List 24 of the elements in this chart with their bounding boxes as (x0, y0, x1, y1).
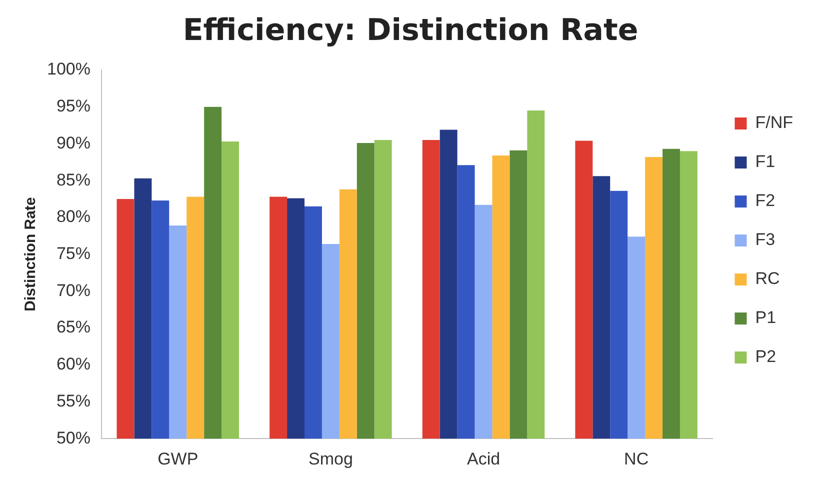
y-tick-label: 70% (56, 280, 90, 300)
y-tick-label: 50% (56, 428, 90, 448)
y-tick-label: 80% (56, 207, 90, 226)
y-axis-title: Distinction Rate (22, 197, 40, 312)
x-tick-label: GWP (158, 449, 198, 468)
y-tick-label: 55% (56, 391, 90, 410)
legend-label: P1 (755, 308, 776, 328)
y-tick-label: 90% (56, 133, 90, 152)
y-tick-label: 95% (56, 96, 90, 116)
y-tick-label: 65% (56, 318, 90, 337)
legend-label: F1 (755, 152, 776, 172)
y-tick-label: 100% (46, 60, 90, 79)
y-tick-label: 85% (56, 170, 90, 190)
legend-label: F/NF (755, 113, 794, 132)
y-tick-label: 60% (56, 354, 90, 374)
x-tick-label: Acid (466, 449, 500, 468)
legend-label: P2 (755, 347, 776, 366)
legend-label: F3 (755, 230, 776, 250)
legend-label: F2 (755, 191, 776, 210)
x-tick-label: Smog (308, 449, 353, 468)
chart-title: Efficiency: Distinction Rate (182, 12, 638, 48)
x-tick-label: NC (624, 449, 649, 468)
legend-label: RC (755, 269, 780, 288)
y-tick-label: 75% (56, 244, 90, 263)
